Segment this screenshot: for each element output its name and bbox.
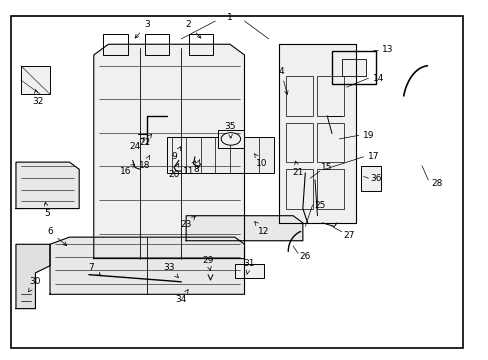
Text: 8: 8: [193, 159, 200, 174]
Bar: [285, 76, 312, 116]
Text: 24: 24: [129, 138, 144, 150]
Text: 23: 23: [180, 216, 195, 229]
Text: 22: 22: [139, 134, 151, 147]
Text: 12: 12: [254, 222, 269, 236]
Text: 15: 15: [321, 163, 332, 172]
Text: 36: 36: [369, 174, 381, 183]
Polygon shape: [16, 244, 50, 309]
Bar: [317, 76, 344, 116]
Bar: [217, 130, 244, 148]
Text: 2: 2: [185, 20, 201, 38]
Text: 27: 27: [343, 231, 354, 240]
Text: 6: 6: [47, 227, 66, 246]
Text: 26: 26: [299, 252, 310, 261]
Text: 28: 28: [430, 179, 441, 188]
Text: 29: 29: [202, 256, 213, 270]
Text: 25: 25: [313, 201, 325, 210]
Bar: [21, 66, 50, 94]
Text: 1: 1: [226, 13, 232, 22]
Text: 30: 30: [28, 277, 41, 292]
Text: 3: 3: [135, 20, 150, 38]
Text: 34: 34: [175, 289, 188, 304]
Text: 31: 31: [243, 260, 255, 274]
Ellipse shape: [221, 133, 240, 145]
Text: 18: 18: [139, 156, 150, 170]
Polygon shape: [50, 237, 244, 294]
Bar: [188, 33, 212, 55]
Text: 4: 4: [278, 67, 287, 94]
Text: 35: 35: [224, 122, 235, 138]
Text: 21: 21: [292, 161, 303, 177]
Polygon shape: [16, 162, 79, 208]
Bar: [331, 51, 375, 84]
Bar: [234, 264, 264, 278]
Text: 11: 11: [183, 161, 195, 176]
Text: 17: 17: [367, 152, 378, 161]
Text: 9: 9: [171, 147, 181, 161]
Text: 14: 14: [372, 74, 383, 83]
Bar: [361, 166, 380, 191]
Text: 16: 16: [120, 165, 134, 176]
Text: 33: 33: [163, 263, 178, 278]
Bar: [341, 59, 366, 76]
Text: 32: 32: [32, 90, 43, 106]
Polygon shape: [186, 216, 302, 241]
Bar: [166, 137, 273, 173]
Text: 13: 13: [382, 45, 393, 54]
Bar: [285, 169, 312, 208]
Bar: [317, 123, 344, 162]
Text: 19: 19: [362, 131, 373, 140]
Polygon shape: [278, 44, 356, 223]
Text: 10: 10: [254, 154, 267, 168]
Polygon shape: [94, 44, 244, 258]
Text: 20: 20: [168, 163, 179, 179]
Bar: [103, 33, 127, 55]
Text: 5: 5: [44, 202, 50, 219]
Bar: [144, 33, 169, 55]
Bar: [285, 123, 312, 162]
Bar: [317, 169, 344, 208]
Text: 7: 7: [88, 263, 101, 276]
